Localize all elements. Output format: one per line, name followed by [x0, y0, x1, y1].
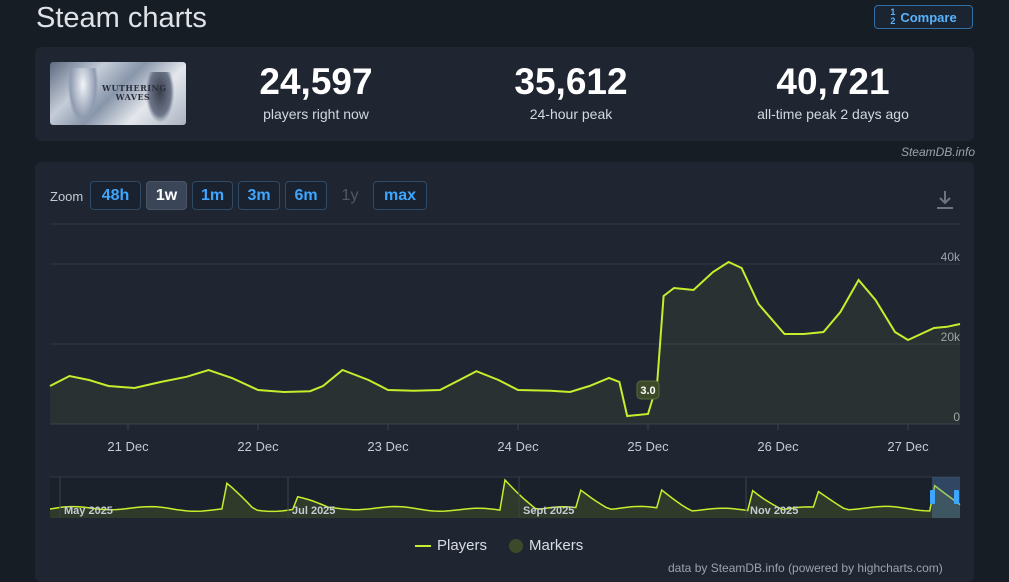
- navigator-handle-left[interactable]: [930, 490, 935, 504]
- navigator-label: May 2025: [64, 505, 113, 517]
- zoom-48h-button[interactable]: 48h: [90, 181, 141, 210]
- game-thumbnail[interactable]: WUTHERING WAVES: [50, 62, 186, 125]
- legend-markers[interactable]: Markers: [509, 537, 583, 554]
- zoom-1w-button[interactable]: 1w: [146, 181, 187, 210]
- thumbnail-figure-right: [146, 72, 174, 122]
- x-tick-label: 25 Dec: [627, 439, 669, 454]
- zoom-3m-button[interactable]: 3m: [238, 181, 280, 210]
- navigator-label: Nov 2025: [750, 505, 798, 517]
- stat-all-time-peak: 40,721 all-time peak 2 days ago: [718, 61, 948, 122]
- legend-players-label: Players: [437, 537, 488, 554]
- y-tick-label: 0: [953, 410, 960, 424]
- steamdb-credit[interactable]: SteamDB.info: [900, 145, 975, 159]
- y-tick-label: 40k: [941, 250, 961, 264]
- navigator-line: [49, 478, 961, 513]
- all-time-peak-label: all-time peak 2 days ago: [757, 106, 909, 122]
- y-tick-label: 20k: [941, 330, 961, 344]
- legend-markers-label: Markers: [529, 537, 584, 554]
- stats-panel: WUTHERING WAVES 24,597 players right now…: [35, 47, 974, 141]
- stat-players-now: 24,597 players right now: [201, 61, 431, 122]
- navigator[interactable]: May 2025 Jul 2025 Sept 2025 Nov 2025: [49, 476, 961, 518]
- page-title: Steam charts: [36, 2, 207, 34]
- navigator-area: [50, 480, 960, 518]
- compare-label: Compare: [900, 9, 957, 25]
- legend-players-swatch: [415, 544, 431, 547]
- x-tick-label: 23 Dec: [367, 439, 409, 454]
- zoom-1m-button[interactable]: 1m: [192, 181, 233, 210]
- marker-badge[interactable]: [636, 380, 660, 400]
- highcharts-credit[interactable]: data by SteamDB.info (powered by highcha…: [668, 561, 943, 575]
- zoom-1y-button[interactable]: 1y: [341, 186, 359, 204]
- players-area-fill: [50, 262, 960, 424]
- peak-24h-label: 24-hour peak: [529, 106, 613, 122]
- stat-24h-peak: 35,612 24-hour peak: [456, 61, 686, 122]
- zoom-max-button[interactable]: max: [373, 181, 427, 210]
- navigator-label: Sept 2025: [523, 505, 574, 517]
- legend-markers-swatch: [509, 538, 524, 553]
- chart-legend: Players Markers: [415, 537, 583, 554]
- x-tick-label: 24 Dec: [497, 439, 539, 454]
- x-tick-label: 26 Dec: [757, 439, 799, 454]
- players-now-value: 24,597: [259, 61, 373, 102]
- navigator-handle-right[interactable]: [954, 490, 959, 504]
- thumbnail-figure-left: [68, 68, 98, 123]
- peak-24h-value: 35,612: [514, 61, 628, 102]
- x-tick-label: 22 Dec: [237, 439, 279, 454]
- navigator-label: Jul 2025: [292, 505, 335, 517]
- players-series-line: [49, 260, 961, 418]
- x-tick-label: 21 Dec: [107, 439, 149, 454]
- download-icon[interactable]: [934, 189, 956, 211]
- thumbnail-logo-text: WUTHERING WAVES: [102, 83, 167, 102]
- zoom-6m-button[interactable]: 6m: [285, 181, 327, 210]
- zoom-label: Zoom: [50, 189, 84, 204]
- marker-label: 3.0: [640, 385, 655, 397]
- legend-players[interactable]: Players: [415, 537, 487, 554]
- players-now-label: players right now: [263, 106, 369, 122]
- all-time-peak-value: 40,721: [776, 61, 890, 102]
- x-tick-label: 27 Dec: [887, 439, 929, 454]
